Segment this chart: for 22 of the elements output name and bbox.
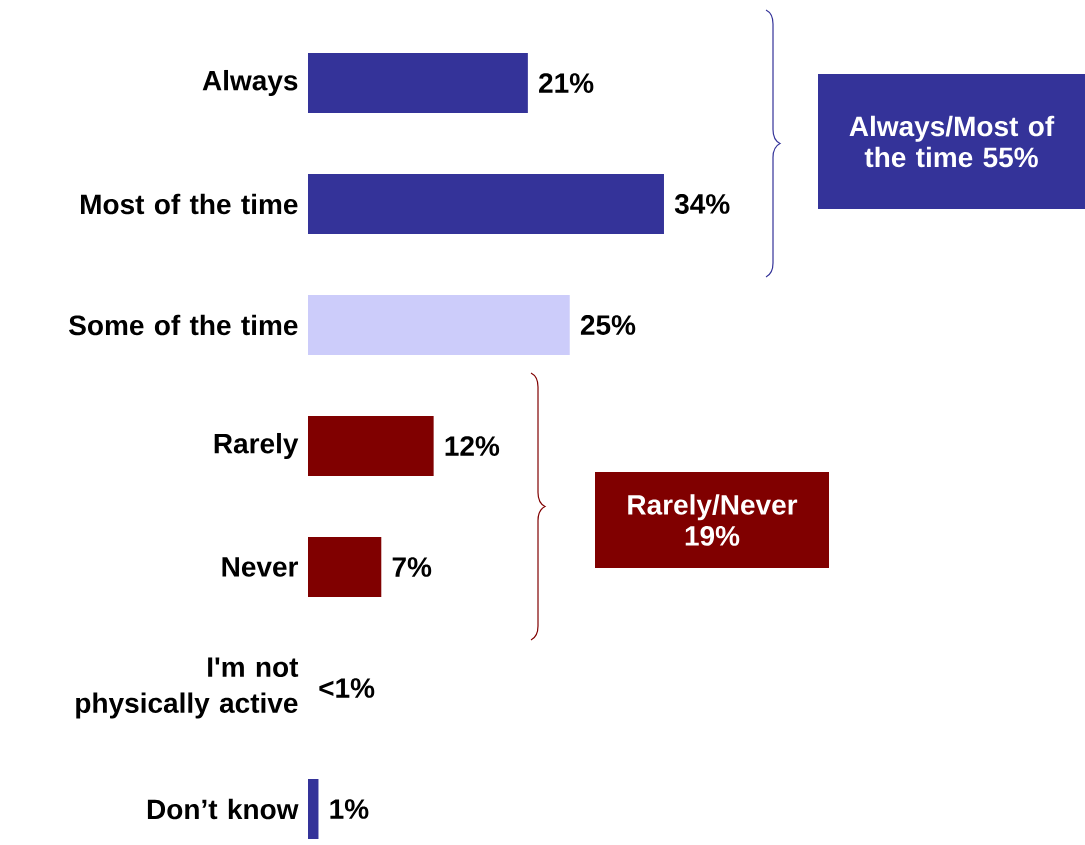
bar [308, 415, 434, 476]
bar [308, 294, 570, 355]
bar [308, 536, 382, 597]
y-tick-label: Always [202, 69, 298, 96]
y-tick-label: Never [222, 557, 299, 577]
data-label: 21% [539, 72, 594, 93]
bar [308, 52, 528, 113]
text: Always/Most of the time 55% [849, 115, 1055, 168]
data-label: <1% [319, 678, 375, 698]
bar [308, 778, 319, 839]
y-tick-label: Some of the time [69, 314, 298, 336]
data-label: 25% [580, 314, 636, 335]
y-tick-label: I'm not physically active [76, 657, 299, 719]
data-label: 1% [330, 799, 369, 819]
bar [308, 173, 664, 234]
data-label: 7% [392, 557, 432, 577]
data-label: 34% [674, 193, 730, 214]
y-tick-label: Most of the time [81, 193, 298, 215]
data-label: 12% [445, 435, 500, 456]
annotation: Rarely/Never 19% [628, 494, 798, 546]
y-tick-label: Rarely [214, 432, 299, 459]
y-tick-label: Don’t know [147, 798, 299, 820]
